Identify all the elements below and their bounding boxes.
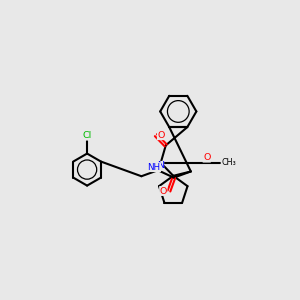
Text: O: O — [203, 153, 210, 162]
Text: CH₃: CH₃ — [221, 158, 236, 167]
Text: Cl: Cl — [82, 131, 92, 140]
Text: O: O — [158, 131, 165, 140]
Text: O: O — [160, 187, 167, 196]
Text: N: N — [157, 161, 164, 170]
Text: NH: NH — [148, 163, 160, 172]
